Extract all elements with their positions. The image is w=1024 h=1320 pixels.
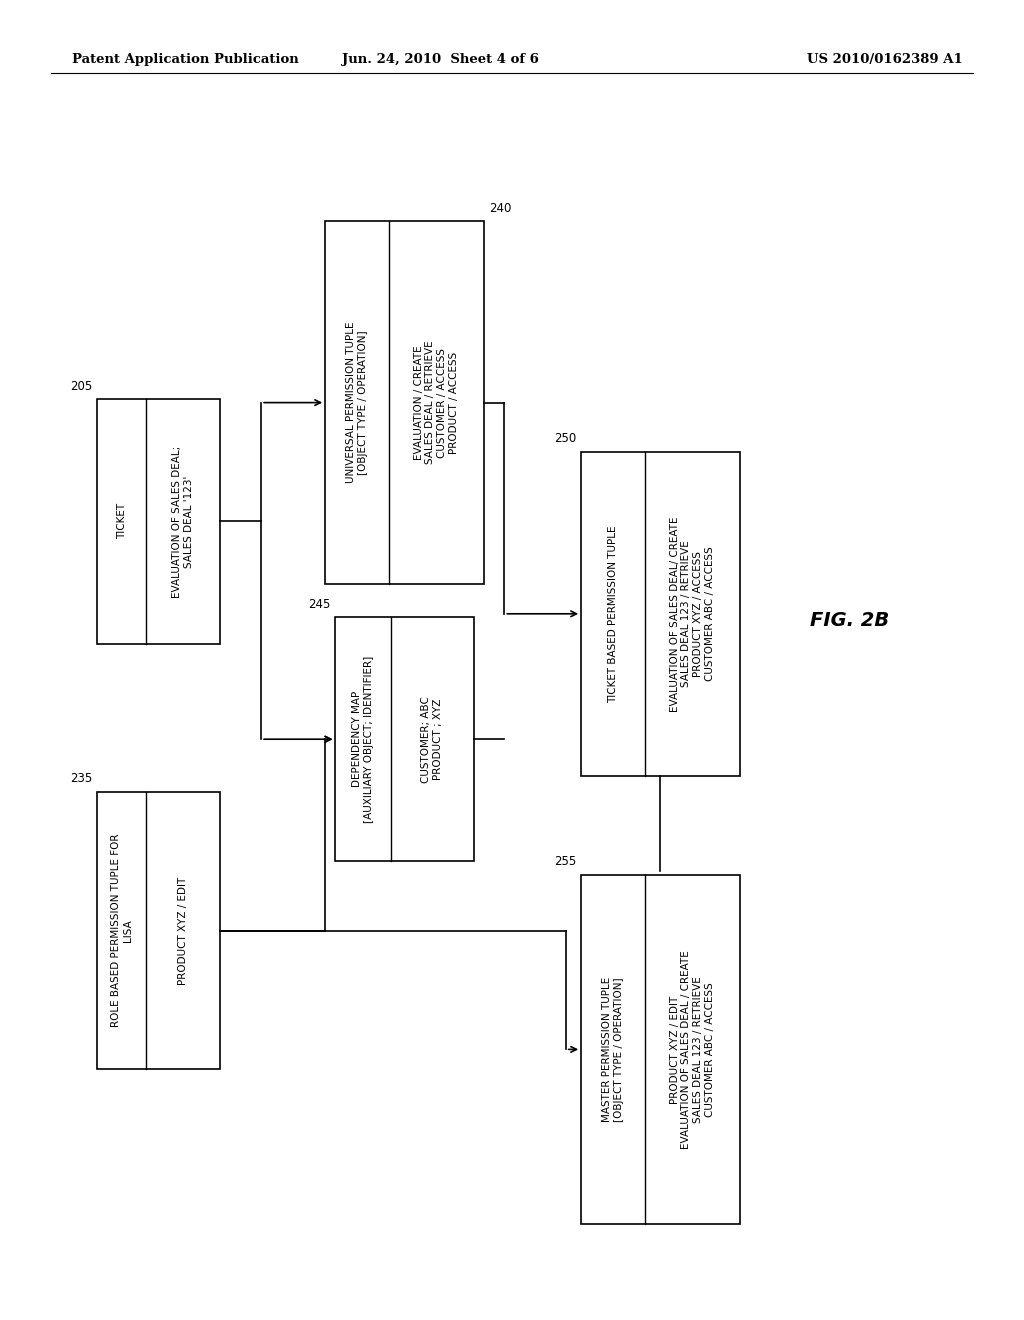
Text: CUSTOMER; ABC
PRODUCT ; XYZ: CUSTOMER; ABC PRODUCT ; XYZ xyxy=(421,696,443,783)
Text: ROLE BASED PERMISSION TUPLE FOR
LISA: ROLE BASED PERMISSION TUPLE FOR LISA xyxy=(111,834,133,1027)
Text: 235: 235 xyxy=(70,772,92,785)
Text: Jun. 24, 2010  Sheet 4 of 6: Jun. 24, 2010 Sheet 4 of 6 xyxy=(342,53,539,66)
Text: PRODUCT XYZ / EDIT: PRODUCT XYZ / EDIT xyxy=(178,876,188,985)
Text: TICKET BASED PERMISSION TUPLE: TICKET BASED PERMISSION TUPLE xyxy=(608,525,617,702)
Text: 250: 250 xyxy=(554,433,575,446)
Bar xyxy=(336,618,473,861)
Text: US 2010/0162389 A1: US 2010/0162389 A1 xyxy=(807,53,963,66)
Text: 245: 245 xyxy=(308,598,330,610)
Text: DEPENDENCY MAP
[AUXILIARY OBJECT; IDENTIFIER]: DEPENDENCY MAP [AUXILIARY OBJECT; IDENTI… xyxy=(352,656,374,822)
Bar xyxy=(97,400,220,644)
Text: TICKET: TICKET xyxy=(117,503,127,540)
Text: EVALUATION / CREATE
SALES DEAL / RETRIEVE
CUSTOMER / ACCESS
PRODUCT / ACCESS: EVALUATION / CREATE SALES DEAL / RETRIEV… xyxy=(414,341,459,465)
Text: MASTER PERMISSION TUPLE
[OBJECT TYPE / OPERATION]: MASTER PERMISSION TUPLE [OBJECT TYPE / O… xyxy=(602,977,624,1122)
Text: FIG. 2B: FIG. 2B xyxy=(810,611,890,630)
Text: 205: 205 xyxy=(70,380,92,393)
Bar xyxy=(582,874,739,1225)
Text: UNIVERSAL PERMISSION TUPLE
[OBJECT TYPE / OPERATION]: UNIVERSAL PERMISSION TUPLE [OBJECT TYPE … xyxy=(346,322,368,483)
Bar xyxy=(582,453,739,776)
Text: Patent Application Publication: Patent Application Publication xyxy=(72,53,298,66)
Bar xyxy=(326,222,484,585)
Text: EVALUATION OF SALES DEAL;
SALES DEAL '123': EVALUATION OF SALES DEAL; SALES DEAL '12… xyxy=(172,445,195,598)
Text: 240: 240 xyxy=(489,202,511,215)
Text: EVALUATION OF SALES DEAL/ CREATE
SALES DEAL 123 / RETRIEVE
PRODUCT XYZ / ACCESS
: EVALUATION OF SALES DEAL/ CREATE SALES D… xyxy=(670,516,715,711)
Bar xyxy=(97,792,220,1069)
Text: PRODUCT XYZ / EDIT
EVALUATION OF SALES DEAL / CREATE
SALES DEAL 123 / RETRIEVE
C: PRODUCT XYZ / EDIT EVALUATION OF SALES D… xyxy=(670,950,715,1148)
Text: 255: 255 xyxy=(554,855,575,869)
